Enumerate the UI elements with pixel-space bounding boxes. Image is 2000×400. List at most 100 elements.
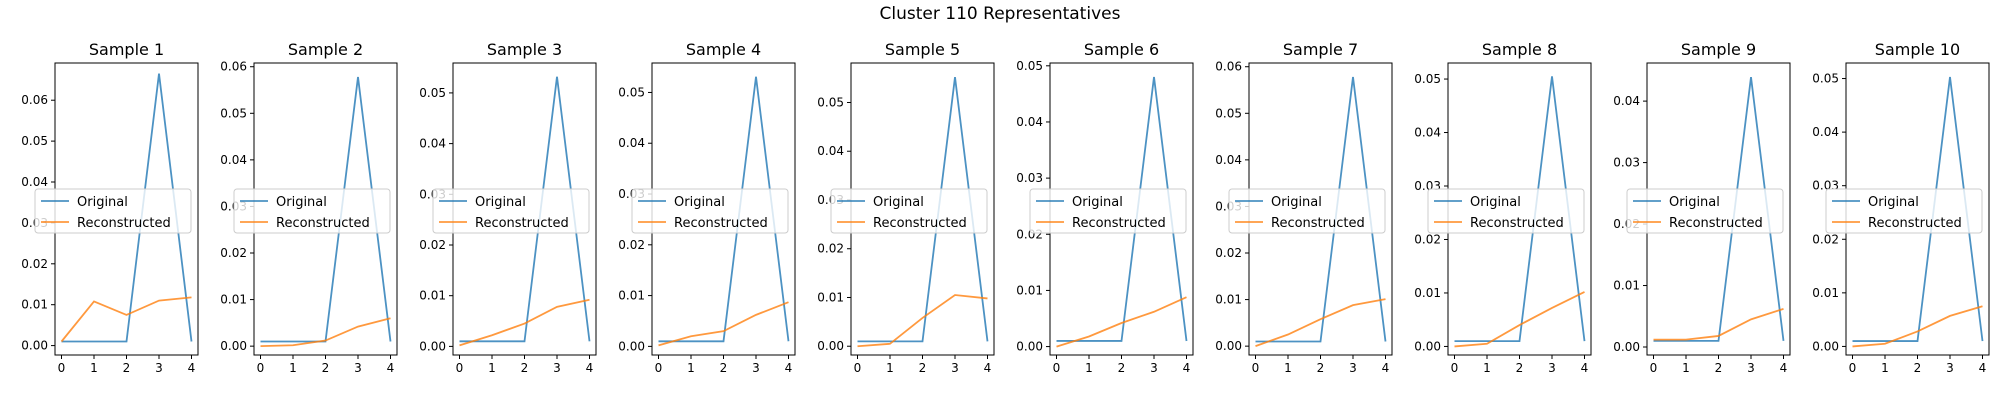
x-tick-label: 3 (1150, 361, 1158, 375)
legend: Original Reconstructed (830, 188, 988, 234)
legend-box (432, 188, 590, 234)
y-tick-label: 0.01 (21, 298, 48, 312)
series-line-reconstructed (857, 294, 988, 348)
legend-label: Reconstructed (1271, 216, 1365, 231)
x-tick-label: 1 (1085, 361, 1093, 375)
x-tick-label: 2 (123, 361, 131, 375)
x-tick-label: 1 (1682, 361, 1690, 375)
x-tick-label: 1 (1483, 361, 1491, 375)
y-tick-label: 0.00 (1016, 340, 1043, 354)
x-tick-label: 2 (1317, 361, 1325, 375)
y-tick-label: 0.04 (1016, 115, 1043, 129)
subplot-3: Sample 3012340.000.010.020.030.040.05Ori… (419, 40, 597, 375)
x-tick-label: 1 (488, 361, 496, 375)
x-tick-label: 3 (1349, 361, 1357, 375)
y-tick-label: 0.00 (21, 339, 48, 353)
x-tick-label: 0 (1650, 361, 1658, 375)
y-tick-label: 0.04 (1812, 125, 1839, 139)
x-tick-label: 2 (521, 361, 529, 375)
y-tick-label: 0.00 (1613, 340, 1640, 354)
x-tick-label: 4 (1382, 361, 1390, 375)
x-tick-label: 3 (155, 361, 163, 375)
subplot-title: Sample 10 (1875, 40, 1960, 59)
subplot-title: Sample 8 (1482, 40, 1557, 59)
series-line-original (1454, 76, 1586, 343)
y-tick-label: 0.04 (220, 153, 247, 167)
series-line-reconstructed (1056, 296, 1187, 348)
x-tick-label: 4 (984, 361, 992, 375)
y-tick-label: 0.01 (1215, 293, 1242, 307)
y-tick-label: 0.01 (1812, 286, 1839, 300)
y-tick-label: 0.02 (220, 246, 247, 260)
legend-label: Reconstructed (1470, 216, 1564, 231)
y-tick-label: 0.04 (1215, 153, 1242, 167)
x-tick-label: 1 (1284, 361, 1292, 375)
x-tick-label: 4 (586, 361, 594, 375)
y-tick-label: 0.04 (419, 137, 446, 151)
legend-box (1228, 188, 1386, 234)
x-tick-label: 2 (1118, 361, 1126, 375)
y-tick-label: 0.01 (1016, 283, 1043, 297)
legend-label: Reconstructed (475, 216, 569, 231)
y-tick-label: 0.03 (1613, 156, 1640, 170)
legend: Original Reconstructed (1228, 188, 1386, 234)
legend-label: Reconstructed (1072, 216, 1166, 231)
y-tick-label: 0.03 (1016, 171, 1043, 185)
y-tick-label: 0.06 (21, 93, 48, 107)
legend-label: Reconstructed (276, 216, 370, 231)
x-tick-label: 2 (322, 361, 330, 375)
subplot-9: Sample 9012340.000.010.020.030.04Origina… (1613, 40, 1791, 375)
legend-box (1626, 188, 1784, 234)
y-tick-label: 0.00 (1215, 339, 1242, 353)
x-tick-label: 4 (785, 361, 793, 375)
series-line-original (1255, 76, 1387, 343)
x-tick-label: 0 (456, 361, 464, 375)
y-tick-label: 0.05 (1414, 72, 1441, 86)
x-tick-label: 0 (1252, 361, 1260, 375)
y-tick-label: 0.04 (618, 136, 645, 150)
legend-label: Original (1868, 195, 1919, 210)
y-tick-label: 0.04 (21, 175, 48, 189)
x-tick-label: 0 (1849, 361, 1857, 375)
series-line-original (658, 76, 790, 343)
legend-box (233, 188, 391, 234)
legend-box (34, 188, 192, 234)
series-line-original (61, 73, 193, 343)
subplot-10: Sample 100 1 2 3 40.000.010.020.030.040.05Or… (1812, 40, 1990, 375)
y-tick-label: 0.00 (220, 339, 247, 353)
series-line-reconstructed (1454, 291, 1585, 348)
x-tick-label: 0 (655, 361, 663, 375)
y-tick-label: 0.02 (1812, 232, 1839, 246)
y-tick-label: 0.05 (1016, 59, 1043, 73)
y-tick-label: 0.01 (419, 289, 446, 303)
legend-box (1825, 188, 1983, 234)
y-tick-label: 0.06 (1215, 60, 1242, 74)
series-line-reconstructed (1852, 305, 1983, 348)
legend: Original Reconstructed (631, 188, 789, 234)
legend: Original Reconstructed (34, 188, 192, 234)
x-tick-label: 0 (1053, 361, 1061, 375)
x-tick-label: 4 (1780, 361, 1788, 375)
x-tick-label: 3 (1548, 361, 1556, 375)
subplot-title: Sample 9 (1681, 40, 1756, 59)
subplot-title: Sample 4 (686, 40, 761, 59)
subplot-2: Sample 2012340.000.010.020.030.040.050.0… (220, 40, 398, 375)
legend: Original Reconstructed (1626, 188, 1784, 234)
x-tick-label: 4 (188, 361, 196, 375)
x-tick-label: 4 (1979, 361, 1987, 375)
y-tick-label: 0.00 (1812, 339, 1839, 353)
y-tick-label: 0.01 (220, 293, 247, 307)
y-tick-label: 0.01 (1414, 286, 1441, 300)
x-tick-label: 1 (687, 361, 695, 375)
legend-label: Original (276, 195, 327, 210)
y-tick-label: 0.02 (817, 242, 844, 256)
y-tick-label: 0.01 (817, 290, 844, 304)
x-tick-label: 1 (1881, 361, 1889, 375)
y-tick-label: 0.02 (419, 238, 446, 252)
series-line-reconstructed (1255, 298, 1386, 347)
y-tick-label: 0.04 (817, 144, 844, 158)
x-tick-label: 0 (58, 361, 66, 375)
legend-label: Original (1072, 195, 1123, 210)
legend-label: Original (1669, 195, 1720, 210)
y-tick-label: 0.04 (1414, 126, 1441, 140)
